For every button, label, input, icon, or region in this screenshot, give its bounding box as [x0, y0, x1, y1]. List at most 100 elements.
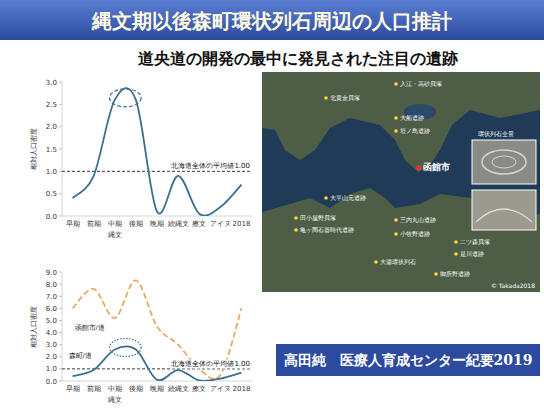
photo-inset	[472, 190, 536, 230]
photo-detail	[492, 156, 516, 168]
y-tick-label: 4.0	[46, 329, 57, 337]
y-tick	[59, 104, 62, 105]
y-tick-label: 2.0	[46, 353, 57, 361]
y-tick-label: 6.0	[46, 305, 57, 313]
y-tick	[59, 216, 62, 217]
x-tick-label: 早期	[66, 385, 80, 393]
site-dot	[434, 272, 438, 276]
peak-circle	[110, 89, 142, 107]
x-tick-label: 中期	[108, 220, 122, 228]
y-tick	[59, 284, 62, 285]
y-tick-label: 1.5	[46, 146, 57, 154]
x-tick-label: 後期	[129, 385, 143, 393]
y-axis	[62, 272, 63, 381]
site-dot	[394, 129, 398, 133]
map-label: 大湯環状列石	[380, 258, 416, 265]
title: 縄文期以後森町環状列石周辺の人口推計	[91, 9, 452, 33]
site-dot	[417, 166, 422, 171]
page: 縄文期以後森町環状列石周辺の人口推計道央道の開発の最中に発見された注目の遺跡 0.…	[0, 0, 544, 410]
series-label: 函館市/道	[75, 324, 105, 332]
y-tick-label: 1.0	[46, 168, 57, 176]
chart: 0.01.02.03.04.05.06.07.08.09.0早期前期中期後期晩期…	[30, 269, 252, 405]
y-tick	[59, 381, 62, 382]
map-credit: © Takada2018	[491, 282, 535, 289]
site-dot	[394, 218, 398, 222]
reference-label: 北海道全体の平均値1.00	[171, 360, 250, 368]
map-label: 田小屋野貝塚	[300, 214, 336, 221]
site-dot	[454, 252, 458, 256]
peak-circle	[110, 339, 142, 357]
map-label: 小牧野遺跡	[400, 230, 430, 237]
map-label: 函館市	[423, 162, 450, 172]
x-tick-label: 前期	[87, 385, 101, 393]
y-tick	[59, 193, 62, 194]
x-tick-label: 後期	[129, 220, 143, 228]
y-tick-label: 0.5	[46, 190, 57, 198]
series-label: 森町/道	[69, 352, 92, 360]
y-tick-label: 1.0	[46, 365, 57, 373]
y-tick-label: 0.0	[46, 213, 57, 221]
site-dot	[454, 240, 458, 244]
x-tick-label: 2018	[233, 220, 251, 228]
x-tick-label: アイヌ	[210, 220, 231, 228]
x-axis-title: 縄文	[107, 231, 122, 239]
site-dot	[394, 232, 398, 236]
y-tick	[59, 368, 62, 369]
x-tick-label: 擦文	[192, 220, 206, 228]
map-land	[262, 188, 540, 292]
photo-detail	[482, 150, 526, 174]
site-dot	[374, 260, 378, 264]
site-dot	[294, 216, 298, 220]
map-label: 大平山元遺跡	[330, 194, 366, 201]
y-tick	[59, 320, 62, 321]
x-tick-label: アイヌ	[210, 385, 231, 393]
plot	[62, 280, 252, 380]
map: 入江・高砂貝塚北黄金貝塚大船遺跡垣ノ島遺跡函館市大平山元遺跡田小屋野貝塚亀ヶ岡石…	[262, 72, 540, 292]
site-dot	[324, 96, 328, 100]
map-land	[262, 72, 540, 172]
y-tick	[59, 308, 62, 309]
y-axis-title: 相対人口密度	[30, 128, 38, 170]
y-tick-label: 2.5	[46, 101, 57, 109]
x-tick-label: 擦文	[192, 385, 206, 393]
x-tick-label: 晩期	[150, 220, 164, 228]
map-label: 入江・高砂貝塚	[400, 80, 442, 87]
y-tick-label: 3.0	[46, 79, 57, 87]
x-tick-label: 晩期	[150, 385, 164, 393]
citation-box	[276, 344, 540, 376]
map-label: 北黄金貝塚	[330, 94, 360, 101]
photo-inset	[472, 140, 536, 184]
x-tick-label: 早期	[66, 220, 80, 228]
y-tick	[59, 149, 62, 150]
y-tick-label: 8.0	[46, 281, 57, 289]
map-label: 二ツ森貝塚	[460, 238, 490, 245]
map-label: 亀ヶ岡石器時代遺跡	[300, 226, 354, 233]
site-dot	[294, 228, 298, 232]
site-dot	[324, 196, 328, 200]
subtitle: 道央道の開発の最中に発見された注目の遺跡	[138, 49, 458, 68]
y-tick-label: 3.0	[46, 341, 57, 349]
title-bar	[0, 0, 544, 40]
y-tick-label: 7.0	[46, 293, 57, 301]
map-label: 御所野遺跡	[440, 270, 470, 277]
y-tick	[59, 82, 62, 83]
map-ocean	[262, 72, 540, 292]
photo-detail	[476, 209, 532, 222]
y-tick	[59, 272, 62, 273]
plot	[62, 88, 252, 216]
x-axis	[62, 216, 252, 217]
chart: 0.00.51.01.52.02.53.0早期前期中期後期晩期続縄文擦文アイヌ2…	[30, 79, 252, 240]
y-tick-label: 2.0	[46, 123, 57, 131]
label-patch	[170, 359, 251, 368]
y-tick	[59, 126, 62, 127]
y-tick	[59, 296, 62, 297]
x-tick-label: 2018	[233, 385, 251, 393]
series-line	[73, 88, 242, 216]
y-tick	[59, 332, 62, 333]
reference-line	[62, 171, 252, 172]
x-tick-label: 中期	[108, 385, 122, 393]
y-tick-label: 0.0	[46, 378, 57, 386]
y-tick-label: 9.0	[46, 269, 57, 277]
x-tick-label: 前期	[87, 220, 101, 228]
y-tick	[59, 344, 62, 345]
